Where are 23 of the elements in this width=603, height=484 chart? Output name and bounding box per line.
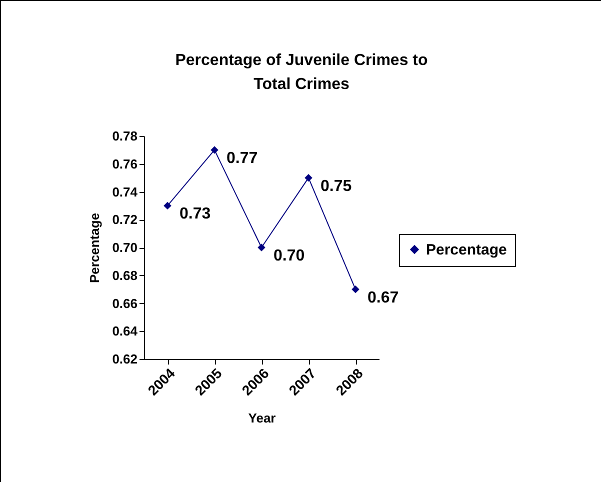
y-tick-label: 0.78 [112,128,138,144]
y-tick-label: 0.72 [112,212,138,228]
point [304,174,312,182]
x-axis-title: Year [248,410,276,426]
data-label: 0.73 [180,206,211,223]
data-label: 0.75 [320,178,352,195]
point [210,146,218,154]
point [352,285,360,294]
y-axis-title: Percentage [87,212,102,284]
legend-label: Percentage [426,242,507,258]
y-tick-label: 0.66 [112,296,138,311]
data-label: 0.67 [368,289,399,306]
y-tick-label: 0.62 [112,352,138,366]
data-label: 0.70 [274,248,305,264]
y-tick-label: 0.68 [112,268,138,283]
point [258,244,266,252]
y-tick-label: 0.70 [112,240,138,255]
data-label: 0.77 [226,150,258,167]
y-tick-label: 0.74 [112,184,138,200]
y-tick-label: 0.76 [112,156,138,172]
chart-title: Percentage of Juvenile Crimes to Total Crimes [175,52,428,93]
point [164,202,172,210]
y-tick-label: 0.64 [112,324,138,339]
